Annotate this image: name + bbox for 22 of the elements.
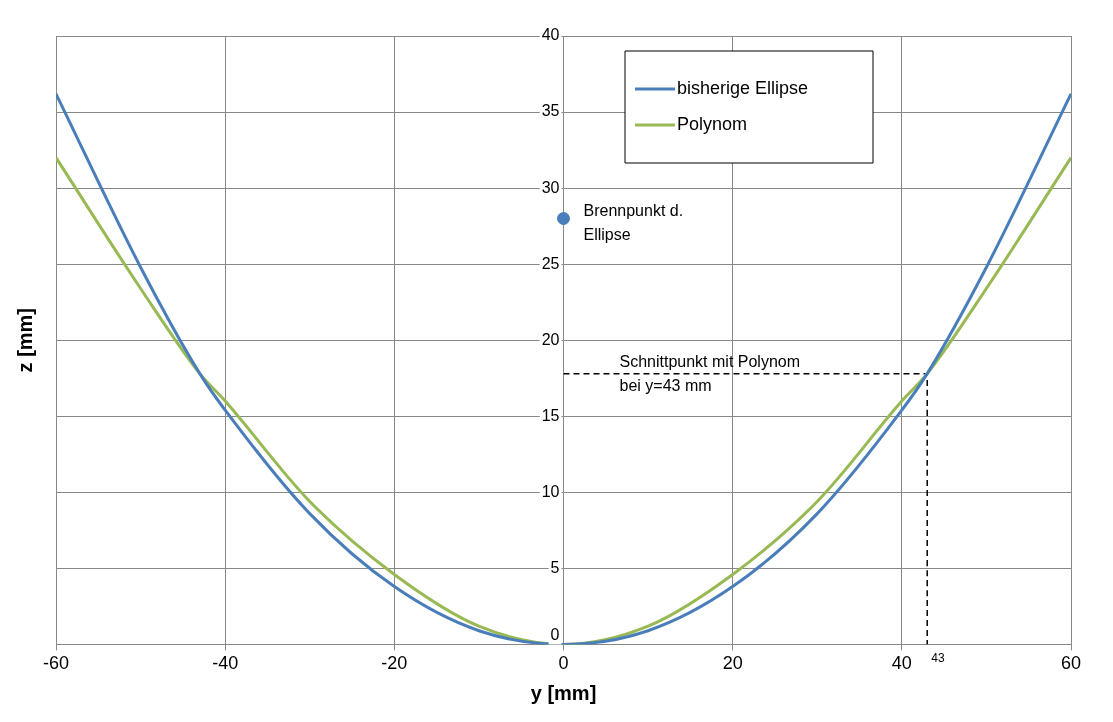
annotation: Schnittpunkt mit Polynom bei y=43 mm (619, 352, 801, 394)
x-axis-title: y [mm] (530, 681, 597, 704)
y-tick-label: 25 (541, 254, 560, 272)
y-tick-label: 0 (550, 625, 560, 643)
y-tick-label: 35 (541, 102, 560, 120)
x-tick-label: 40 (891, 653, 912, 674)
y-tick-label: 40 (541, 26, 560, 44)
series-label: Brennpunkt d. Ellipse (583, 201, 684, 243)
legend-label: Polynom (677, 113, 748, 134)
y-axis-title: z [mm] (13, 307, 36, 373)
legend-label: bisherige Ellipse (677, 77, 809, 98)
annotation: 43 (931, 650, 945, 665)
y-tick-label: 5 (550, 558, 560, 576)
x-tick-label: -40 (212, 653, 239, 674)
y-tick-label: 10 (541, 482, 560, 500)
y-tick-label: 30 (541, 178, 560, 196)
x-tick-label: 20 (722, 653, 743, 674)
y-tick-label: 20 (541, 330, 560, 348)
x-tick-label: -20 (381, 653, 408, 674)
x-tick-label: 60 (1060, 653, 1082, 674)
x-tick-label: -60 (42, 653, 70, 674)
y-tick-label: 15 (541, 406, 560, 424)
